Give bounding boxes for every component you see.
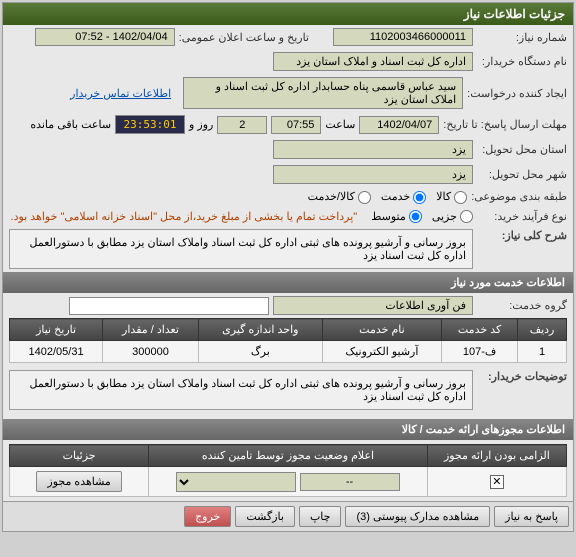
buyer-field: اداره کل ثبت اسناد و املاک استان یزد [273,52,473,71]
cell-name: آرشیو الکترونیک [322,341,441,363]
opt-service[interactable]: خدمت [381,190,426,204]
buyernote-box: بروز رسانی و آرشیو پرونده های ثبتی اداره… [9,370,473,410]
opt-medium[interactable]: متوسط [371,210,422,224]
reqno-label: شماره نیاز: [477,31,567,44]
cell-unit: برگ [198,341,322,363]
perm-det-cell: مشاهده مجوز [10,467,149,497]
pubdate-field: 1402/04/04 - 07:52 [35,28,175,46]
day-label: روز و [189,118,213,131]
main-panel: جزئیات اطلاعات نیاز شماره نیاز: 11020034… [2,2,574,532]
attachments-button[interactable]: مشاهده مدارک پیوستی (3) [345,506,490,527]
reqno-field: 1102003466000011 [333,28,473,46]
perm-header: اطلاعات مجوزهای ارائه خدمت / کالا [3,419,573,440]
remain-label: ساعت باقی مانده [30,118,111,131]
row-svcgrp: گروه خدمت: فن آوری اطلاعات [3,293,573,318]
perm-status1: -- [300,473,400,491]
proc-group: جزیی متوسط [371,210,473,224]
svcgrp-field: فن آوری اطلاعات [273,296,473,315]
row-buyernote: توضیحات خریدار: بروز رسانی و آرشیو پروند… [3,367,573,413]
creator-label: ایجاد کننده درخواست: [467,87,567,100]
prov-label: استان محل تحویل: [477,143,567,156]
svcgrp-label: گروه خدمت: [477,299,567,312]
days-field: 2 [217,116,267,134]
row-proc: نوع فرآیند خرید: جزیی متوسط "پرداخت تمام… [3,207,573,227]
th-mand: الزامی بودن ارائه مجوز [427,445,566,467]
th-code: کد خدمت [442,319,518,341]
svc-header: اطلاعات خدمت مورد نیاز [3,272,573,293]
th-qty: تعداد / مقدار [103,319,199,341]
th-det: جزئیات [10,445,149,467]
time-label: ساعت [325,118,355,131]
th-name: نام خدمت [322,319,441,341]
cell-n: 1 [518,341,567,363]
table-row[interactable]: 1 ف-107 آرشیو الکترونیک برگ 300000 1402/… [10,341,567,363]
deadline-time-field: 07:55 [271,116,321,134]
proc-note: "پرداخت تمام یا بخشی از مبلغ خرید،از محل… [11,210,358,223]
cell-date: 1402/05/31 [10,341,103,363]
contact-link[interactable]: اطلاعات تماس خریدار [70,87,171,100]
row-city: شهر محل تحویل: یزد [3,162,573,187]
row-deadline: مهلت ارسال پاسخ: تا تاریخ: 1402/04/07 سا… [3,112,573,137]
proc-label: نوع فرآیند خرید: [477,210,567,223]
deadline-label: مهلت ارسال پاسخ: تا تاریخ: [443,118,567,131]
perm-row: ✕ -- مشاهده مجوز [10,467,567,497]
th-unit: واحد اندازه گیری [198,319,322,341]
deadline-date-field: 1402/04/07 [359,116,439,134]
exit-button[interactable]: خروج [184,506,231,527]
cell-qty: 300000 [103,341,199,363]
svcgrp-field2 [69,297,269,315]
th-row: ردیف [518,319,567,341]
buyer-label: نام دستگاه خریدار: [477,55,567,68]
panel-header: جزئیات اطلاعات نیاز [3,3,573,25]
row-class: طبقه بندی موضوعی: کالا خدمت کالا/خدمت [3,187,573,207]
mand-checkbox[interactable]: ✕ [490,475,504,489]
row-buyer: نام دستگاه خریدار: اداره کل ثبت اسناد و … [3,49,573,74]
perm-status-cell: -- [149,467,428,497]
perm-table-wrap: الزامی بودن ارائه مجوز اعلام وضعیت مجوز … [3,440,573,501]
row-creator: ایجاد کننده درخواست: سید عباس قاسمی پناه… [3,74,573,112]
cell-code: ف-107 [442,341,518,363]
row-prov: استان محل تحویل: یزد [3,137,573,162]
view-perm-button[interactable]: مشاهده مجوز [36,471,121,492]
svc-table-wrap: ردیف کد خدمت نام خدمت واحد اندازه گیری ت… [3,318,573,363]
perm-table: الزامی بودن ارائه مجوز اعلام وضعیت مجوز … [9,444,567,497]
opt-goods[interactable]: کالا [436,190,467,204]
countdown-field: 23:53:01 [115,115,185,134]
print-button[interactable]: چاپ [299,506,342,527]
th-status: اعلام وضعیت مجوز توسط تامین کننده [149,445,428,467]
city-label: شهر محل تحویل: [477,168,567,181]
opt-small[interactable]: جزیی [432,210,473,224]
desc-box: بروز رسانی و آرشیو پرونده های ثبتی اداره… [9,229,473,269]
perm-mand-cell: ✕ [427,467,566,497]
svc-table: ردیف کد خدمت نام خدمت واحد اندازه گیری ت… [9,318,567,363]
opt-both[interactable]: کالا/خدمت [308,190,371,204]
row-desc: شرح کلی نیاز: بروز رسانی و آرشیو پرونده … [3,226,573,272]
back-button[interactable]: بازگشت [235,506,295,527]
footer: پاسخ به نیاز مشاهده مدارک پیوستی (3) چاپ… [3,501,573,531]
row-reqno: شماره نیاز: 1102003466000011 تاریخ و ساع… [3,25,573,49]
pubdate-label: تاریخ و ساعت اعلان عمومی: [179,31,309,44]
buyernote-label: توضیحات خریدار: [477,370,567,383]
creator-field: سید عباس قاسمی پناه حسابدار اداره کل ثبت… [183,77,463,109]
class-group: کالا خدمت کالا/خدمت [308,190,468,204]
prov-field: یزد [273,140,473,159]
perm-select[interactable] [176,472,296,492]
th-date: تاریخ نیاز [10,319,103,341]
respond-button[interactable]: پاسخ به نیاز [494,506,569,527]
city-field: یزد [273,165,473,184]
class-label: طبقه بندی موضوعی: [471,190,567,203]
desc-label: شرح کلی نیاز: [477,229,567,242]
